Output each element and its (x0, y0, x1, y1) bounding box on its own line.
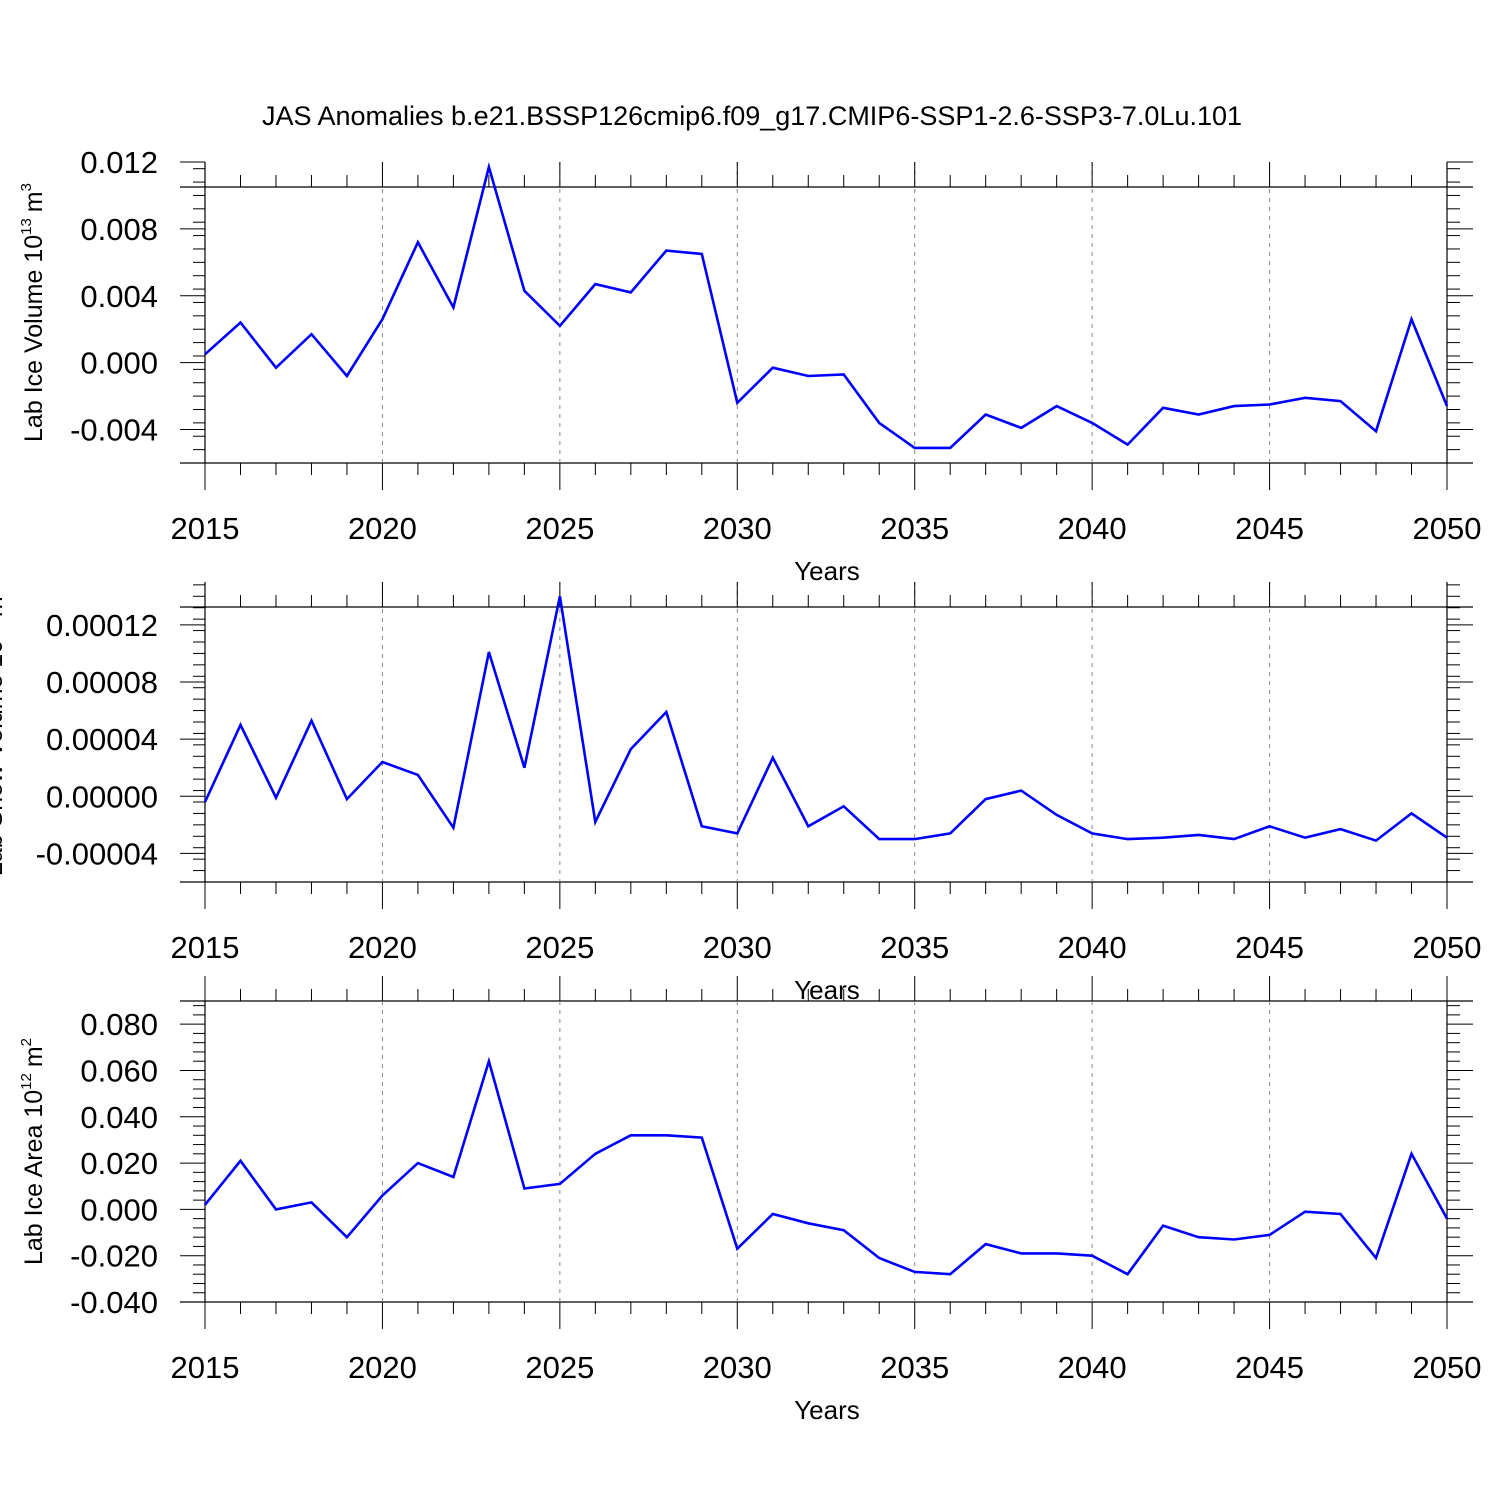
y-axis-label-unit: m (20, 1046, 48, 1067)
x-tick-label: 2040 (1058, 1350, 1127, 1385)
x-tick-label: 2030 (703, 1350, 772, 1385)
x-tick-label: 2025 (525, 930, 594, 965)
y-axis-label-unit-exponent: 3 (18, 183, 35, 191)
y-tick-label: 0.00000 (46, 779, 158, 814)
y-tick-label: 0.00004 (46, 722, 158, 757)
y-tick-label: 0.000 (80, 1192, 158, 1227)
y-tick-label: -0.00004 (36, 836, 158, 871)
y-axis-label-text: Lab Ice Volume 10 (20, 235, 48, 442)
chart-panel-3: 2015 2020 2025 2030 2035 2040 2045 2050 -0.040 -0… (18, 976, 1481, 1425)
y-tick-label: 0.000 (80, 346, 158, 381)
y-tick-label: 0.012 (80, 145, 158, 180)
series-line (203, 596, 1448, 843)
x-tick-label: 2015 (171, 511, 240, 546)
x-tick-label: 2015 (171, 930, 240, 965)
y-tick-label: 0.008 (80, 212, 158, 247)
y-tick-label: 0.040 (80, 1100, 158, 1135)
y-axis-label-unit: m (20, 191, 48, 212)
y-tick-label: -0.004 (70, 413, 158, 448)
y-axis-label: Lab Snow Volume 1013m3 (0, 588, 8, 876)
x-tick-label: 2020 (348, 1350, 417, 1385)
y-axis-label-exponent: 12 (18, 1073, 35, 1090)
x-tick-label: 2040 (1058, 930, 1127, 965)
y-tick-label: 0.060 (80, 1053, 158, 1088)
x-tick-label: 2020 (348, 511, 417, 546)
x-tick-label: 2025 (525, 511, 594, 546)
x-tick-label: 2050 (1413, 930, 1482, 965)
x-tick-label: 2030 (703, 930, 772, 965)
y-tick-label: -0.040 (70, 1285, 158, 1320)
x-tick-label: 2030 (703, 511, 772, 546)
x-tick-label: 2015 (171, 1350, 240, 1385)
y-axis-label: Lab Ice Area 1012 m2 (18, 1038, 48, 1265)
x-tick-label: 2045 (1235, 1350, 1304, 1385)
chart-panel-2: 2015 2020 2025 2030 2035 2040 2045 2050 -0.00004… (0, 582, 1481, 1005)
x-tick-label: 2035 (880, 511, 949, 546)
x-tick-label: 2045 (1235, 511, 1304, 546)
x-tick-label: 2020 (348, 930, 417, 965)
y-axis-label: Lab Ice Volume 1013 m3 (18, 183, 48, 442)
y-axis-label-text: Lab Ice Area 10 (20, 1090, 48, 1265)
figure-title: JAS Anomalies b.e21.BSSP126cmip6.f09_g17… (262, 101, 1242, 131)
x-tick-label: 2040 (1058, 511, 1127, 546)
y-tick-label: 0.00012 (46, 608, 158, 643)
y-tick-label: 0.080 (80, 1007, 158, 1042)
y-tick-label: 0.020 (80, 1146, 158, 1181)
y-axis-label-exponent: 13 (18, 218, 35, 235)
x-tick-label: 2035 (880, 1350, 949, 1385)
x-tick-label: 2025 (525, 1350, 594, 1385)
chart-panel-1: 2015 2020 2025 2030 2035 2040 2045 2050 -0.004 0.… (18, 145, 1481, 586)
y-tick-label: -0.020 (70, 1239, 158, 1274)
y-axis-label-unit-exponent: 2 (18, 1038, 35, 1046)
x-axis-label: Years (794, 1395, 860, 1425)
y-tick-label: 0.004 (80, 279, 158, 314)
y-axis-label-text: Lab Snow Volume 10 (0, 640, 8, 876)
x-tick-label: 2050 (1413, 511, 1482, 546)
x-tick-label: 2045 (1235, 930, 1304, 965)
x-tick-label: 2050 (1413, 1350, 1482, 1385)
series-line (203, 1056, 1449, 1276)
y-tick-label: 0.00008 (46, 665, 158, 700)
series-line (204, 162, 1449, 450)
y-axis-label-unit: m (0, 596, 8, 617)
x-tick-label: 2035 (880, 930, 949, 965)
x-axis-label: Years (794, 975, 860, 1005)
x-axis-label: Years (794, 556, 860, 586)
